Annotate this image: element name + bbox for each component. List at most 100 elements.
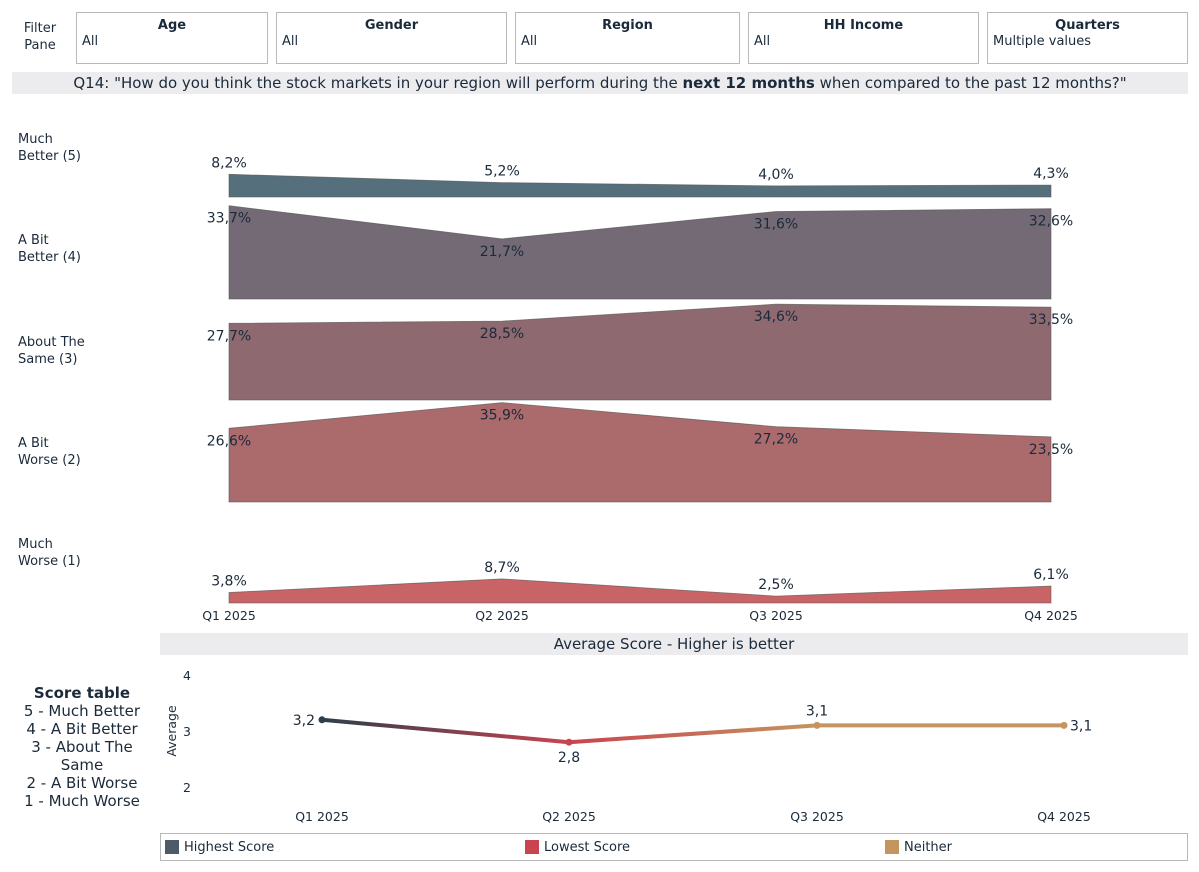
legend-label: Neither [904,839,953,855]
x-tick-label: Q1 2025 [202,608,256,623]
row-label-much-better: Much Better (5) [18,131,128,165]
y-tick-label: 2 [183,780,191,795]
data-label-a-bit-better-4: 33,7% [207,211,251,227]
average-data-label: 2,8 [558,750,580,766]
x-tick-label: Q2 2025 [475,608,529,623]
legend: Highest Score Lowest Score Neither [160,833,1188,861]
filter-hh-income-value: All [754,34,771,49]
filter-hh-income[interactable]: HH Income All [748,12,979,64]
data-label-much-worse-1: 6,1% [1033,567,1069,583]
area-about-the-same-3 [228,303,1052,401]
average-data-label: 3,2 [293,713,315,729]
area-much-better-5 [228,173,1052,198]
score-table-line: 5 - Much Better [23,702,141,720]
data-label-a-bit-worse-2: 23,5% [1029,442,1073,458]
filter-pane-label-line1: Filter [23,21,57,36]
legend-item-lowest-score[interactable]: Lowest Score [525,838,630,856]
data-label-much-worse-1: 3,8% [211,574,247,590]
row-label-line2: Worse (2) [18,453,81,468]
filter-region[interactable]: Region All [515,12,740,64]
legend-item-neither[interactable]: Neither [885,838,952,856]
area-a-bit-worse-2 [228,402,1052,503]
question-suffix: when compared to the past 12 months?" [814,74,1127,92]
row-label-a-bit-worse: A Bit Worse (2) [18,435,128,469]
data-label-much-worse-1: 8,7% [484,560,520,576]
data-label-about-the-same-3: 33,5% [1029,312,1073,328]
filter-gender-value: All [282,34,299,49]
filter-quarters[interactable]: Quarters Multiple values [987,12,1188,64]
average-x-tick-label: Q3 2025 [790,809,844,824]
data-label-much-better-5: 8,2% [211,155,247,171]
legend-label: Highest Score [184,839,275,855]
filter-region-title: Region [602,18,653,33]
legend-swatch-neither [885,840,899,854]
filter-gender[interactable]: Gender All [276,12,507,64]
data-label-a-bit-better-4: 31,6% [754,217,798,233]
y-tick-label: 3 [183,724,191,739]
row-label-about-the-same: About The Same (3) [18,334,128,368]
data-label-a-bit-worse-2: 26,6% [207,433,251,449]
row-label-line1: Much [18,537,53,552]
filter-pane-label: Filter Pane [10,20,70,54]
question-title: Q14: "How do you think the stock markets… [12,72,1188,94]
average-score-title: Average Score - Higher is better [160,633,1188,655]
average-point-q4-2025 [1060,721,1068,729]
average-x-tick-label: Q2 2025 [542,809,596,824]
average-data-label: 3,1 [1070,718,1092,734]
data-label-a-bit-better-4: 21,7% [480,244,524,260]
filter-hh-income-title: HH Income [823,18,904,33]
filter-age[interactable]: Age All [76,12,268,64]
score-table-line: Same [60,756,104,774]
data-label-a-bit-better-4: 32,6% [1029,214,1073,230]
row-label-much-worse: Much Worse (1) [18,536,128,570]
row-label-line1: About The [18,335,85,350]
row-label-line2: Same (3) [18,352,78,367]
score-table-line: 1 - Much Worse [24,792,140,810]
average-x-tick-label: Q1 2025 [295,809,349,824]
filter-pane-label-line2: Pane [24,38,56,53]
row-label-line1: A Bit [18,436,49,451]
score-table-title: Score table [33,684,131,702]
legend-label: Lowest Score [544,839,631,855]
data-label-about-the-same-3: 34,6% [754,309,798,325]
row-label-line2: Better (4) [18,250,82,265]
data-label-a-bit-worse-2: 35,9% [480,408,524,424]
data-label-much-better-5: 4,0% [758,167,794,183]
filter-quarters-value: Multiple values [993,34,1092,49]
data-label-about-the-same-3: 28,5% [480,326,524,342]
score-table-line: 2 - A Bit Worse [26,774,138,792]
question-prefix: Q14: "How do you think the stock markets… [73,74,683,92]
filter-age-title: Age [157,18,187,33]
data-label-much-better-5: 4,3% [1033,166,1069,182]
average-point-q1-2025 [318,716,326,724]
average-data-label: 3,1 [806,703,828,719]
filter-gender-title: Gender [364,18,419,33]
filter-age-value: All [82,34,99,49]
score-table-line: 4 - A Bit Better [26,720,138,738]
data-label-a-bit-worse-2: 27,2% [754,432,798,448]
filter-quarters-title: Quarters [1055,18,1120,33]
score-table-line: 3 - About The [31,738,133,756]
filter-region-value: All [521,34,538,49]
row-label-a-bit-better: A Bit Better (4) [18,232,128,266]
area-much-worse-1 [228,578,1052,604]
area-a-bit-better-4 [228,205,1052,300]
legend-swatch-lowest [525,840,539,854]
data-label-much-better-5: 5,2% [484,164,520,180]
row-label-line2: Better (5) [18,149,82,164]
row-label-line1: Much [18,132,53,147]
average-x-tick-label: Q4 2025 [1037,809,1091,824]
legend-item-highest-score[interactable]: Highest Score [165,838,274,856]
average-point-q3-2025 [813,721,821,729]
data-label-much-worse-1: 2,5% [758,577,794,593]
row-label-line2: Worse (1) [18,554,81,569]
x-tick-label: Q3 2025 [749,608,803,623]
data-label-about-the-same-3: 27,7% [207,328,251,344]
y-axis-label: Average [164,705,179,757]
y-tick-label: 4 [183,668,191,683]
score-table: Score table 5 - Much Better 4 - A Bit Be… [14,684,150,810]
question-bold: next 12 months [682,74,815,92]
x-tick-label: Q4 2025 [1024,608,1078,623]
average-point-q2-2025 [565,738,573,746]
